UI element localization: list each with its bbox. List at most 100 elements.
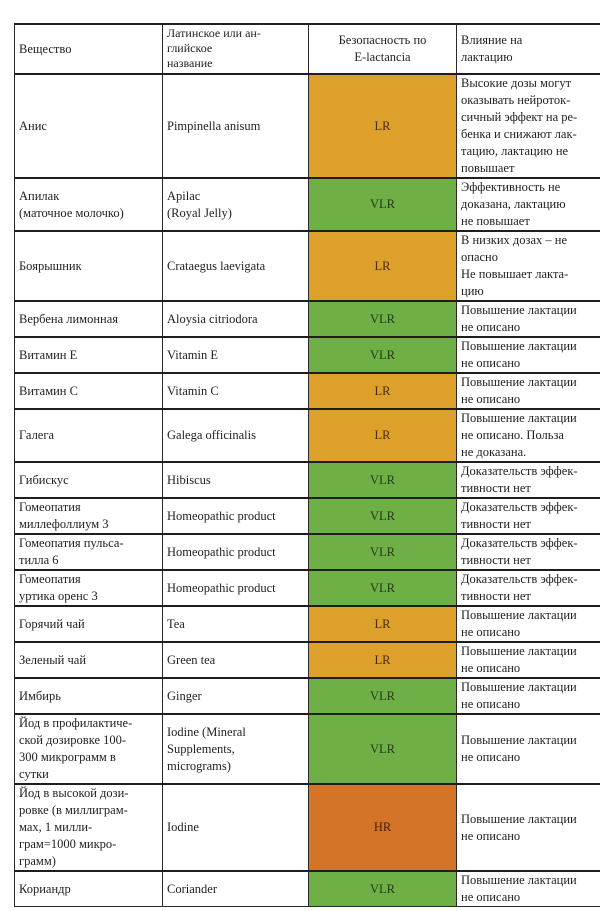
lactation-effect-cell: Доказательств эффек- тивности нет (456, 533, 600, 571)
lactation-effect-cell: Повышение лактации не описано (456, 605, 600, 643)
table-header-row: Вещество Латинское или ан- глийское назв… (14, 23, 600, 75)
safety-rating-cell: VLR (308, 533, 457, 571)
safety-rating-cell: VLR (308, 677, 457, 715)
lactation-effect-cell: Повышение лактации не описано (456, 300, 600, 338)
safety-rating-cell: VLR (308, 461, 457, 499)
lactation-effect-cell: Повышение лактации не описано (456, 783, 600, 872)
safety-rating-label: VLR (370, 544, 395, 559)
safety-rating-label: LR (374, 258, 391, 273)
safety-rating-label: VLR (370, 347, 395, 362)
substance-cell: Йод в профилактиче- ской дозировке 100- … (14, 713, 163, 785)
header-lactation-effect: Влияние на лактацию (456, 23, 600, 75)
lactation-effect-cell: Повышение лактации не описано (456, 713, 600, 785)
safety-rating-label: VLR (370, 508, 395, 523)
table-row: Гомеопатия пульса- тилла 6 Homeopathic p… (14, 533, 600, 571)
latin-name-cell: Green tea (162, 641, 309, 679)
latin-name-cell: Homeopathic product (162, 533, 309, 571)
table-row: Кориандр Coriander VLR Повышение лактаци… (14, 870, 600, 907)
substance-cell: Боярышник (14, 230, 163, 302)
safety-rating-label: LR (374, 652, 391, 667)
safety-rating-cell: VLR (308, 300, 457, 338)
table-row: Горячий чай Tea LR Повышение лактации не… (14, 605, 600, 643)
header-latin-name: Латинское или ан- глийское название (162, 23, 309, 75)
table-row: Галега Galega officinalis LR Повышение л… (14, 408, 600, 463)
lactation-effect-cell: Доказательств эффек- тивности нет (456, 497, 600, 535)
latin-name-cell: Pimpinella anisum (162, 73, 309, 179)
table-row: Гомеопатия миллефоллиум 3 Homeopathic pr… (14, 497, 600, 535)
table-row: Апилак (маточное молочко) Apilac (Royal … (14, 177, 600, 232)
substance-cell: Горячий чай (14, 605, 163, 643)
safety-rating-label: VLR (370, 881, 395, 896)
table-row: Гибискус Hibiscus VLR Доказательств эффе… (14, 461, 600, 499)
safety-rating-label: VLR (370, 688, 395, 703)
safety-rating-label: VLR (370, 311, 395, 326)
latin-name-cell: Hibiscus (162, 461, 309, 499)
substance-cell: Йод в высокой дози- ровке (в миллиграм- … (14, 783, 163, 872)
safety-rating-cell: VLR (308, 336, 457, 374)
safety-rating-cell: LR (308, 230, 457, 302)
latin-name-cell: Apilac (Royal Jelly) (162, 177, 309, 232)
safety-rating-cell: VLR (308, 713, 457, 785)
latin-name-cell: Homeopathic product (162, 569, 309, 607)
table-row: Вербена лимонная Aloysia citriodora VLR … (14, 300, 600, 338)
latin-name-cell: Iodine (162, 783, 309, 872)
substance-cell: Витамин Е (14, 336, 163, 374)
safety-rating-label: VLR (370, 580, 395, 595)
lactation-effect-cell: Эффективность не доказана, лактацию не п… (456, 177, 600, 232)
substance-cell: Галега (14, 408, 163, 463)
lactation-safety-table: Вещество Латинское или ан- глийское назв… (14, 23, 600, 907)
safety-rating-cell: VLR (308, 177, 457, 232)
substance-cell: Анис (14, 73, 163, 179)
table-row: Имбирь Ginger VLR Повышение лактации не … (14, 677, 600, 715)
safety-rating-cell: LR (308, 408, 457, 463)
table-row: Гомеопатия уртика оренс 3 Homeopathic pr… (14, 569, 600, 607)
substance-cell: Гомеопатия уртика оренс 3 (14, 569, 163, 607)
latin-name-cell: Crataegus laevigata (162, 230, 309, 302)
safety-rating-cell: LR (308, 372, 457, 410)
latin-name-cell: Homeopathic product (162, 497, 309, 535)
safety-rating-cell: HR (308, 783, 457, 872)
substance-cell: Витамин С (14, 372, 163, 410)
safety-rating-label: LR (374, 118, 391, 133)
table-row: Боярышник Crataegus laevigata LR В низки… (14, 230, 600, 302)
lactation-effect-cell: Повышение лактации не описано (456, 336, 600, 374)
substance-cell: Имбирь (14, 677, 163, 715)
safety-rating-cell: VLR (308, 870, 457, 907)
lactation-effect-cell: Повышение лактации не описано (456, 372, 600, 410)
table-row: Анис Pimpinella anisum LR Высокие дозы м… (14, 73, 600, 179)
safety-rating-label: VLR (370, 197, 395, 211)
substance-cell: Апилак (маточное молочко) (14, 177, 163, 232)
latin-name-cell: Tea (162, 605, 309, 643)
safety-rating-label: VLR (370, 741, 395, 756)
lactation-effect-cell: Высокие дозы могут оказывать нейроток- с… (456, 73, 600, 179)
lactation-effect-cell: Доказательств эффек- тивности нет (456, 569, 600, 607)
substance-cell: Зеленый чай (14, 641, 163, 679)
substance-cell: Вербена лимонная (14, 300, 163, 338)
safety-rating-cell: LR (308, 73, 457, 179)
table-row: Йод в профилактиче- ской дозировке 100- … (14, 713, 600, 785)
latin-name-cell: Ginger (162, 677, 309, 715)
lactation-effect-cell: Повышение лактации не описано. Польза не… (456, 408, 600, 463)
header-substance: Вещество (14, 23, 163, 75)
safety-rating-cell: VLR (308, 497, 457, 535)
lactation-effect-cell: Повышение лактации не описано (456, 641, 600, 679)
table-row: Йод в высокой дози- ровке (в миллиграм- … (14, 783, 600, 872)
latin-name-cell: Coriander (162, 870, 309, 907)
table-row: Витамин Е Vitamin E VLR Повышение лактац… (14, 336, 600, 374)
lactation-effect-cell: В низких дозах – не опасно Не повышает л… (456, 230, 600, 302)
safety-rating-label: HR (373, 820, 392, 834)
safety-rating-label: LR (374, 383, 391, 398)
safety-rating-label: LR (374, 428, 391, 442)
safety-rating-label: VLR (370, 472, 395, 487)
table-row: Витамин С Vitamin C LR Повышение лактаци… (14, 372, 600, 410)
safety-rating-label: LR (374, 616, 391, 631)
safety-rating-cell: LR (308, 641, 457, 679)
substance-cell: Гомеопатия пульса- тилла 6 (14, 533, 163, 571)
substance-cell: Гибискус (14, 461, 163, 499)
latin-name-cell: Iodine (Mineral Supplements, micrograms) (162, 713, 309, 785)
substance-cell: Гомеопатия миллефоллиум 3 (14, 497, 163, 535)
substance-cell: Кориандр (14, 870, 163, 907)
latin-name-cell: Aloysia citriodora (162, 300, 309, 338)
table-row: Зеленый чай Green tea LR Повышение лакта… (14, 641, 600, 679)
latin-name-cell: Vitamin C (162, 372, 309, 410)
